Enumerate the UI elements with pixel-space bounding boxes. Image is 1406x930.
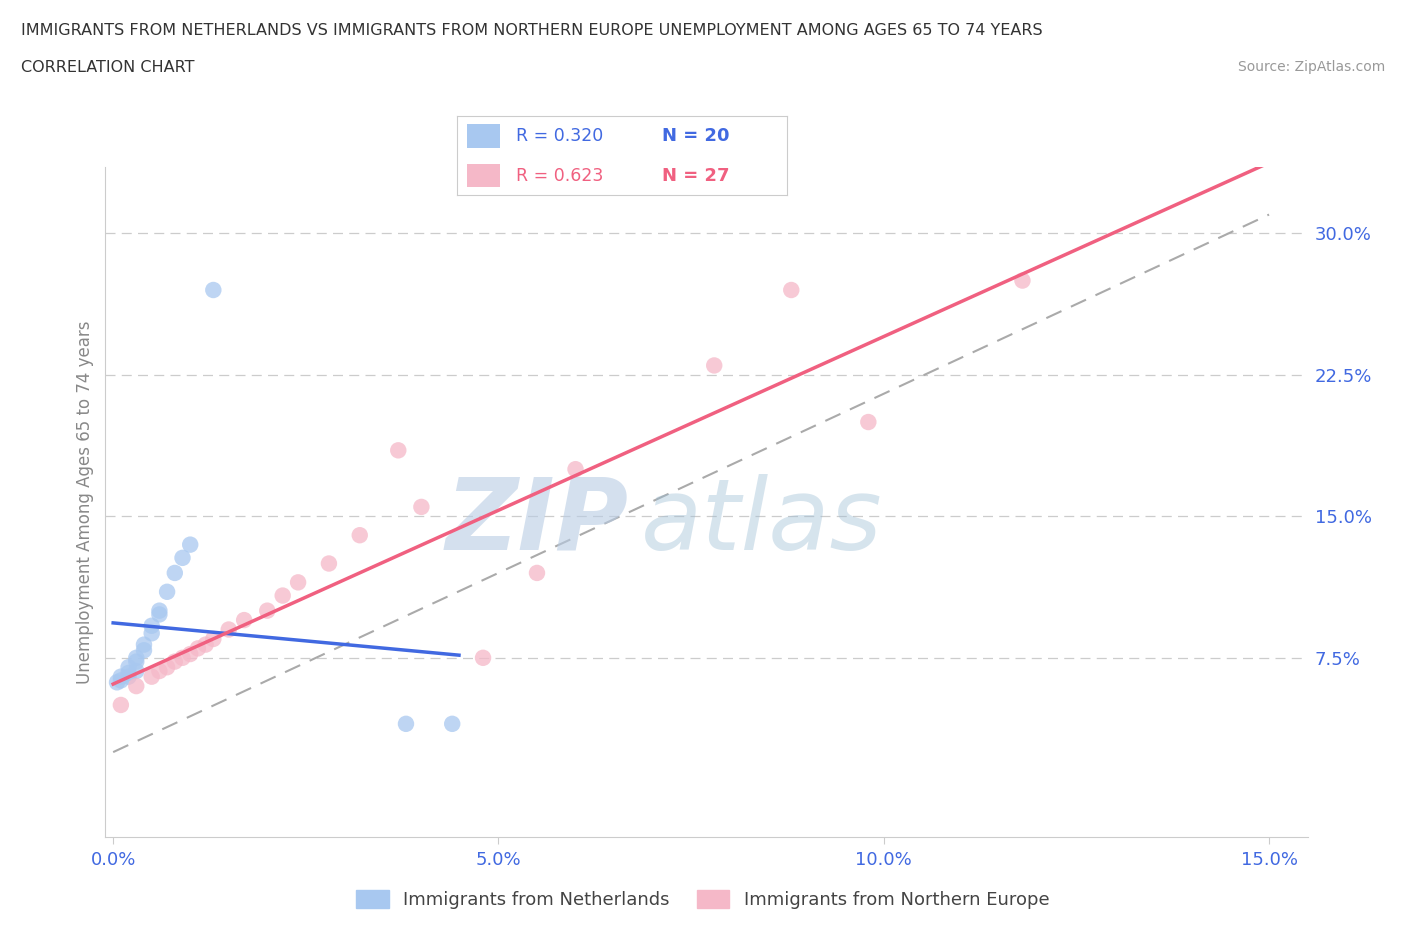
Point <box>318 556 340 571</box>
Text: ZIP: ZIP <box>446 473 628 571</box>
Point <box>125 654 148 669</box>
Point <box>117 666 139 681</box>
Point <box>1011 273 1033 288</box>
Point <box>287 575 309 590</box>
Point <box>105 675 128 690</box>
Point <box>256 604 278 618</box>
Text: Source: ZipAtlas.com: Source: ZipAtlas.com <box>1237 60 1385 74</box>
Point <box>110 698 132 712</box>
Point <box>411 499 433 514</box>
Point <box>858 415 880 430</box>
Point <box>218 622 240 637</box>
Point <box>349 527 371 542</box>
Point <box>141 618 163 633</box>
Point <box>172 551 194 565</box>
Point <box>526 565 548 580</box>
Text: atlas: atlas <box>640 473 882 571</box>
Point <box>110 670 132 684</box>
Point <box>148 604 170 618</box>
Text: CORRELATION CHART: CORRELATION CHART <box>21 60 194 75</box>
FancyBboxPatch shape <box>467 164 501 188</box>
Point <box>156 584 179 599</box>
Point <box>163 654 186 669</box>
Point <box>125 679 148 694</box>
Point <box>132 643 155 658</box>
Point <box>441 716 464 731</box>
Text: R = 0.320: R = 0.320 <box>516 127 603 145</box>
Point <box>703 358 725 373</box>
Point <box>202 283 225 298</box>
Point <box>117 670 139 684</box>
Point <box>194 637 217 652</box>
Legend: Immigrants from Netherlands, Immigrants from Northern Europe: Immigrants from Netherlands, Immigrants … <box>349 883 1057 916</box>
Point <box>125 650 148 665</box>
Text: N = 27: N = 27 <box>662 166 730 184</box>
Point <box>780 283 803 298</box>
Point <box>117 659 139 674</box>
Point <box>125 664 148 679</box>
Point <box>472 650 495 665</box>
Point <box>179 538 201 552</box>
Point <box>148 607 170 622</box>
Point <box>148 664 170 679</box>
Point <box>202 631 225 646</box>
Point <box>564 462 586 477</box>
Text: N = 20: N = 20 <box>662 127 730 145</box>
Point <box>132 637 155 652</box>
Point <box>233 613 256 628</box>
Text: R = 0.623: R = 0.623 <box>516 166 603 184</box>
Text: IMMIGRANTS FROM NETHERLANDS VS IMMIGRANTS FROM NORTHERN EUROPE UNEMPLOYMENT AMON: IMMIGRANTS FROM NETHERLANDS VS IMMIGRANT… <box>21 23 1043 38</box>
Point <box>110 673 132 688</box>
Point <box>387 443 409 458</box>
Point <box>163 565 186 580</box>
Point <box>141 626 163 641</box>
Point <box>141 670 163 684</box>
Point <box>271 588 294 603</box>
FancyBboxPatch shape <box>467 125 501 148</box>
Point <box>172 650 194 665</box>
Point <box>156 659 179 674</box>
Point <box>179 646 201 661</box>
Point <box>395 716 418 731</box>
Point <box>187 641 209 656</box>
Y-axis label: Unemployment Among Ages 65 to 74 years: Unemployment Among Ages 65 to 74 years <box>76 321 94 684</box>
